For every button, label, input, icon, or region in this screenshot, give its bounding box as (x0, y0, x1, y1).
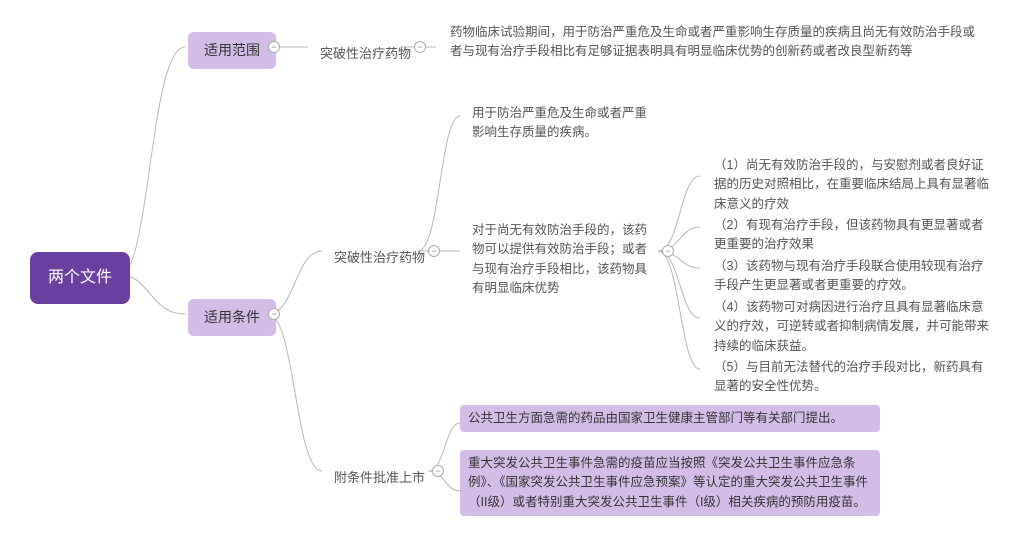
cond-desc2: 对于尚无有效防治手段的，该药物可以提供有效防治手段；或者与现有治疗手段相比，该药… (460, 215, 660, 305)
cond-conditional-node[interactable]: 附条件批准上市 (322, 462, 437, 494)
scope-label: 适用范围 (204, 42, 260, 58)
collapse-icon[interactable]: − (432, 465, 444, 477)
scope-breakthrough-node[interactable]: 突破性治疗药物 (308, 38, 423, 70)
root-node[interactable]: 两个文件 (30, 252, 130, 304)
cond-breakthrough-node[interactable]: 突破性治疗药物 (322, 242, 437, 274)
conditions-label: 适用条件 (204, 309, 260, 325)
cond-conditional-item-1: 公共卫生方面急需的药品由国家卫生健康主管部门等有关部门提出。 (460, 405, 880, 432)
collapse-icon[interactable]: − (268, 308, 280, 320)
collapse-icon[interactable]: − (414, 41, 426, 53)
root-label: 两个文件 (48, 269, 112, 286)
scope-node[interactable]: 适用范围 (188, 32, 276, 69)
collapse-icon[interactable]: − (662, 245, 674, 257)
cond-breakthrough-label: 突破性治疗药物 (334, 250, 425, 265)
cond-conditional-item-2: 重大突发公共卫生事件急需的疫苗应当按照《突发公共卫生事件应急条例》、《国家突发公… (460, 450, 880, 516)
scope-desc: 药物临床试验期间，用于防治严重危及生命或者严重影响生存质量的疾病且尚无有效防治手… (438, 17, 998, 68)
scope-breakthrough-label: 突破性治疗药物 (320, 46, 411, 61)
conditions-node[interactable]: 适用条件 (188, 299, 276, 336)
cond-desc1: 用于防治严重危及生命或者严重影响生存质量的疾病。 (460, 98, 660, 149)
cond-conditional-label: 附条件批准上市 (334, 470, 425, 485)
collapse-icon[interactable]: − (268, 41, 280, 53)
cond-item-5: （5）与目前无法替代的治疗手段对比，新药具有显著的安全性优势。 (702, 352, 1007, 403)
collapse-icon[interactable]: − (428, 245, 440, 257)
